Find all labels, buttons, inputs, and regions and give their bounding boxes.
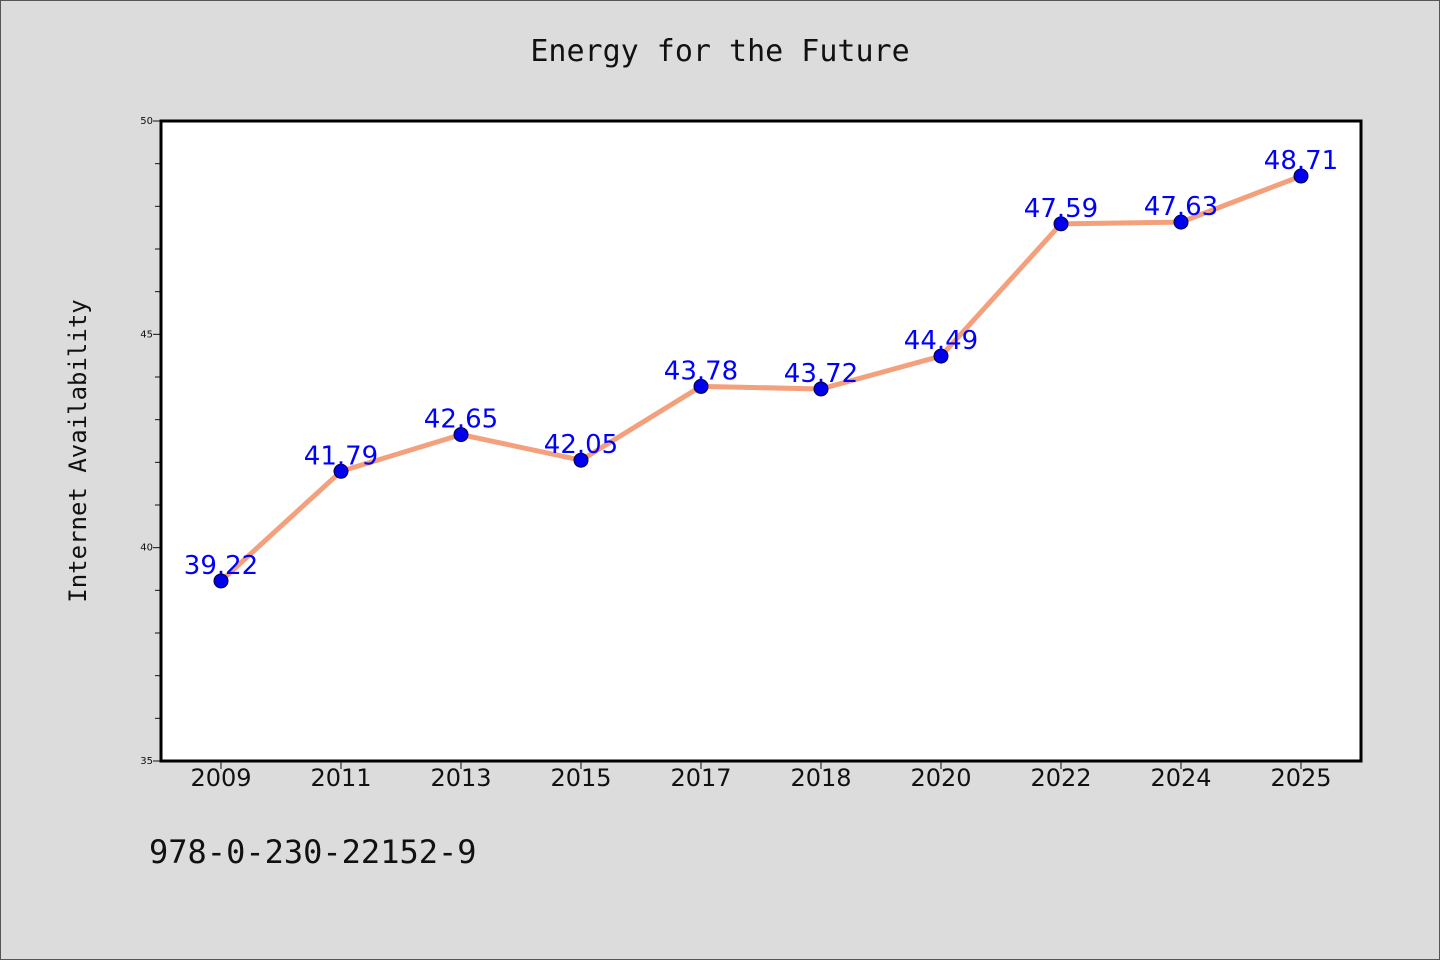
plot-border [159,119,1363,763]
data-point [1053,216,1069,232]
x-tick-label: 2017 [670,764,731,792]
y-tick-label: 40 [140,543,153,554]
x-tick-label: 2013 [430,764,491,792]
data-label: 43.78 [664,356,738,386]
data-point [933,348,949,364]
data-label: 47.63 [1144,192,1218,222]
y-tick-label: 45 [140,329,153,340]
data-label: 39.22 [184,551,258,581]
data-label: 42.65 [424,405,498,435]
x-tick-label: 2011 [310,764,371,792]
chart-title: Energy for the Future [530,34,910,69]
data-label: 47.59 [1024,194,1098,224]
x-tick-label: 2022 [1030,764,1091,792]
x-tick-label: 2024 [1150,764,1211,792]
x-tick-label: 2020 [910,764,971,792]
y-tick-label: 35 [140,756,153,767]
x-tick-label: 2009 [190,764,251,792]
data-point [333,463,349,479]
series-line [218,173,1304,584]
data-label: 44.49 [904,326,978,356]
footer-isbn: 978-0-230-22152-9 [149,833,477,871]
data-point [813,381,829,397]
data-label: 43.72 [784,359,858,389]
x-tick-label: 2025 [1270,764,1331,792]
data-point [573,452,589,468]
x-tick-label: 2018 [790,764,851,792]
data-label: 48.71 [1264,146,1338,176]
y-axis-label: Internet Availability [64,299,92,602]
data-label: 41.79 [304,441,378,471]
data-point [1173,214,1189,230]
data-point [453,427,469,443]
y-tick-label: 50 [140,116,153,127]
plot-area [161,121,1361,761]
data-point [213,573,229,589]
data-point [1293,168,1309,184]
x-tick-label: 2015 [550,764,611,792]
data-label: 42.05 [544,430,618,460]
data-point [693,378,709,394]
